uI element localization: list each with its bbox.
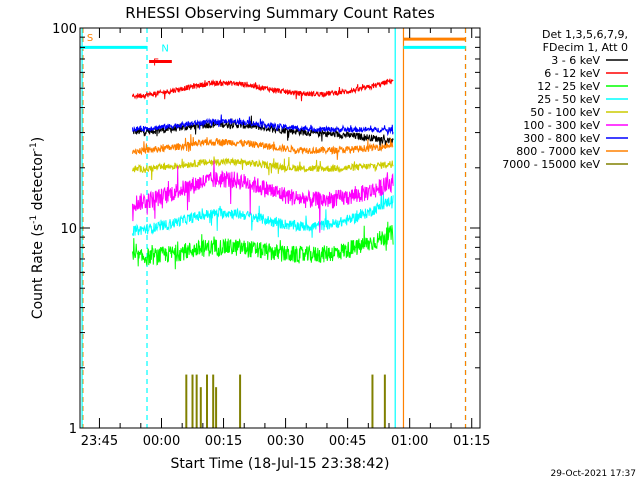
legend-entry-label: 12 - 25 keV: [537, 80, 600, 93]
x-tick-label: 01:00: [391, 434, 428, 449]
x-axis-label: Start Time (18-Jul-15 23:38:42): [170, 456, 389, 472]
series-line: [132, 114, 394, 137]
y-tick-label: 100: [52, 22, 77, 37]
series-line: [132, 191, 394, 238]
x-tick-label: 00:30: [267, 434, 304, 449]
orbit-marker-label: N: [161, 43, 168, 54]
legend-entry-label: 25 - 50 keV: [537, 93, 600, 106]
footer-timestamp: 29-Oct-2021 17:37: [551, 469, 636, 479]
plot-frame: [79, 27, 481, 429]
y-axis-label: Count Rate (s-1 detector-1): [29, 137, 46, 319]
chart-title: RHESSI Observing Summary Count Rates: [125, 4, 435, 22]
legend: Det 1,3,5,6,7,9,FDecim 1, Att 03 - 6 keV…: [502, 28, 628, 171]
axis-ticks: [80, 27, 480, 429]
x-tick-label: 00:00: [143, 434, 180, 449]
x-tick-label: 23:45: [81, 434, 118, 449]
series-line: [132, 221, 394, 270]
x-tick-label: 00:15: [205, 434, 242, 449]
y-tick-label: 10: [60, 222, 77, 237]
series-line: [132, 134, 394, 160]
legend-header: FDecim 1, Att 0: [543, 41, 628, 54]
tick-labels: 1 10 100 23:45 00:00 00:15 00:30 00:45 01:00 01:1…: [52, 22, 490, 449]
legend-entry-label: 6 - 12 keV: [544, 67, 600, 80]
legend-entry-label: 50 - 100 keV: [530, 106, 600, 119]
series-line: [132, 160, 394, 233]
legend-entry-label: 300 - 800 keV: [523, 132, 600, 145]
x-tick-label: 00:45: [329, 434, 366, 449]
orbit-marker-label: S: [87, 33, 93, 44]
legend-entry-label: 800 - 7000 keV: [516, 145, 600, 158]
legend-entry-label: 7000 - 15000 keV: [502, 158, 600, 171]
series-line: [132, 156, 394, 181]
series-line: [132, 78, 394, 102]
legend-header: Det 1,3,5,6,7,9,: [542, 28, 628, 41]
plot-area: S NF: [80, 28, 467, 428]
y-tick-label: 1: [69, 422, 77, 437]
series-line: [132, 115, 394, 151]
orbit-marker-label: F: [153, 57, 159, 68]
x-tick-label: 01:15: [453, 434, 490, 449]
legend-entry-label: 3 - 6 keV: [551, 54, 600, 67]
legend-entry-label: 100 - 300 keV: [523, 119, 600, 132]
